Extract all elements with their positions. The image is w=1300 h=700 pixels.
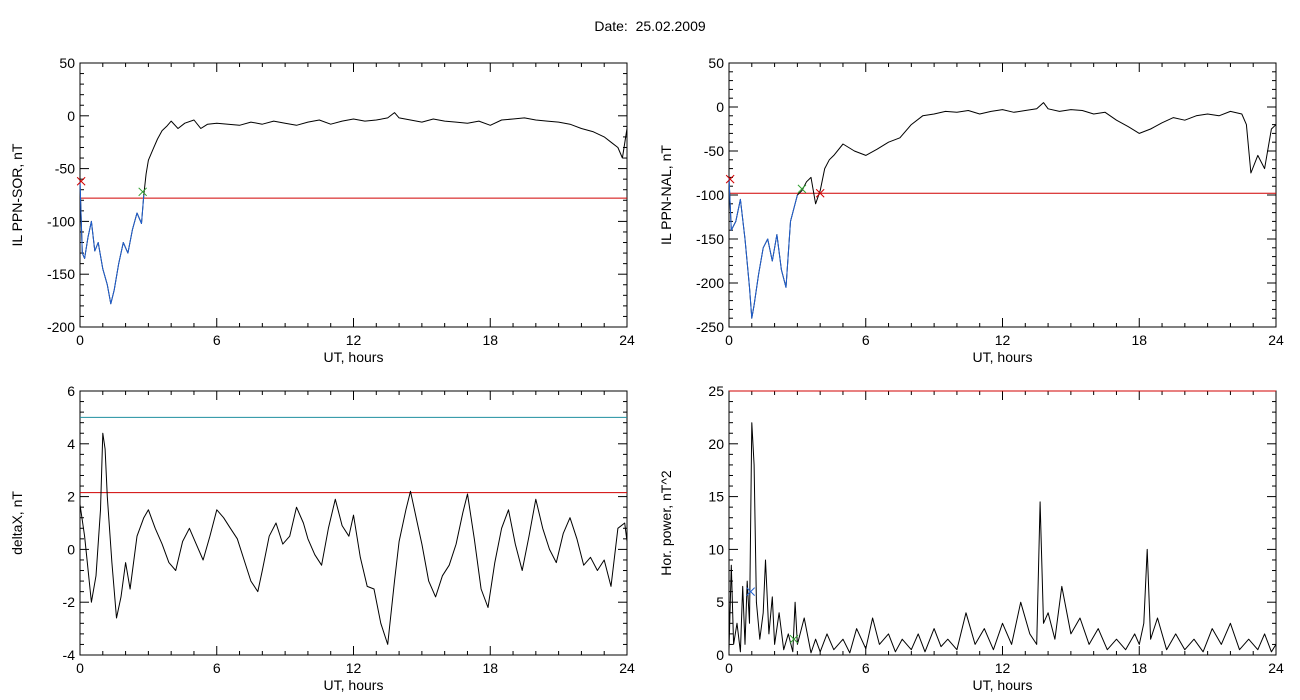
x-tick-label: 24	[619, 332, 635, 348]
y-tick-label: 2	[67, 489, 75, 505]
series-line	[79, 181, 145, 305]
y-tick-label: 0	[67, 108, 75, 124]
y-tick-label: 50	[708, 55, 724, 71]
x-axis-label: UT, hours	[324, 677, 384, 693]
x-tick-label: 18	[482, 660, 498, 676]
y-tick-label: -200	[47, 319, 75, 335]
y-tick-label: -150	[696, 231, 724, 247]
y-tick-label: 0	[716, 647, 724, 663]
x-tick-label: 6	[213, 660, 221, 676]
y-axis-label: deltaX, nT	[9, 491, 25, 555]
y-tick-label: -100	[47, 213, 75, 229]
x-axis-label: UT, hours	[973, 349, 1033, 365]
cross-marker-stroke	[797, 184, 807, 194]
x-tick-label: 12	[346, 660, 362, 676]
x-tick-label: 12	[995, 660, 1011, 676]
y-tick-label: 25	[708, 383, 724, 399]
cross-marker-stroke	[815, 188, 825, 198]
y-tick-label: -50	[55, 161, 75, 177]
x-tick-label: 24	[1268, 660, 1284, 676]
y-tick-label: 0	[716, 99, 724, 115]
x-tick-label: 18	[1131, 660, 1147, 676]
plot-frame	[79, 390, 628, 656]
x-tick-label: 18	[1131, 332, 1147, 348]
y-tick-label: -200	[696, 275, 724, 291]
y-tick-label: 15	[708, 489, 724, 505]
series-line	[728, 422, 1277, 654]
cross-marker	[815, 188, 825, 198]
x-tick-label: 6	[862, 332, 870, 348]
plot-frame	[728, 390, 1277, 656]
x-tick-label: 6	[213, 332, 221, 348]
y-tick-label: -50	[704, 143, 724, 159]
cross-marker	[725, 174, 735, 184]
series-line	[79, 432, 628, 645]
y-axis-label: IL PPN-SOR, nT	[9, 143, 25, 246]
y-tick-label: -100	[696, 187, 724, 203]
y-tick-label: -4	[63, 647, 76, 663]
y-axis-label: IL PPN-NAL, nT	[658, 145, 674, 245]
y-axis-label: Hor. power, nT^2	[658, 470, 674, 576]
panel-hor-power: 0 6 12 18 24 0 5 10 15 20 25 UT, hours Hor. power, n…	[658, 383, 1284, 693]
x-axis-label: UT, hours	[324, 349, 384, 365]
plot-frame	[79, 62, 628, 328]
cross-marker-stroke	[725, 174, 735, 184]
x-tick-label: 0	[725, 660, 733, 676]
cross-marker	[138, 187, 148, 197]
y-tick-label: -150	[47, 266, 75, 282]
x-tick-label: 0	[76, 332, 84, 348]
y-tick-label: 0	[67, 541, 75, 557]
page-title: Date: 25.02.2009	[594, 18, 706, 34]
cross-marker	[797, 184, 807, 194]
x-tick-label: 18	[482, 332, 498, 348]
x-tick-label: 12	[995, 332, 1011, 348]
cross-marker	[789, 634, 799, 644]
x-tick-label: 24	[1268, 332, 1284, 348]
y-tick-label: 5	[716, 594, 724, 610]
y-tick-label: 6	[67, 383, 75, 399]
series-line	[79, 112, 628, 305]
y-tick-label: 10	[708, 541, 724, 557]
y-tick-label: -250	[696, 319, 724, 335]
cross-marker-stroke	[789, 634, 799, 644]
panel-il-ppn-sor: 0 6 12 18 24 -200 -150 -100 -50 0 50 UT, hours IL PP…	[9, 55, 635, 365]
cross-marker-stroke	[746, 587, 756, 596]
x-tick-label: 0	[76, 660, 84, 676]
cross-marker-stroke	[138, 187, 148, 197]
cross-marker	[746, 587, 756, 596]
y-tick-label: 50	[59, 55, 75, 71]
x-tick-label: 0	[725, 332, 733, 348]
y-tick-label: -2	[63, 594, 76, 610]
y-tick-label: 20	[708, 436, 724, 452]
x-tick-label: 24	[619, 660, 635, 676]
series-line	[728, 102, 1277, 319]
x-tick-label: 12	[346, 332, 362, 348]
series-line	[728, 177, 798, 319]
cross-marker-stroke	[76, 176, 86, 186]
y-tick-label: 4	[67, 436, 75, 452]
x-axis-label: UT, hours	[973, 677, 1033, 693]
cross-marker	[76, 176, 86, 186]
panel-il-ppn-nal: 0 6 12 18 24 -250 -200 -150 -100 -50 0 50 UT, hours I…	[658, 55, 1284, 365]
plot-frame	[728, 62, 1277, 328]
x-tick-label: 6	[862, 660, 870, 676]
